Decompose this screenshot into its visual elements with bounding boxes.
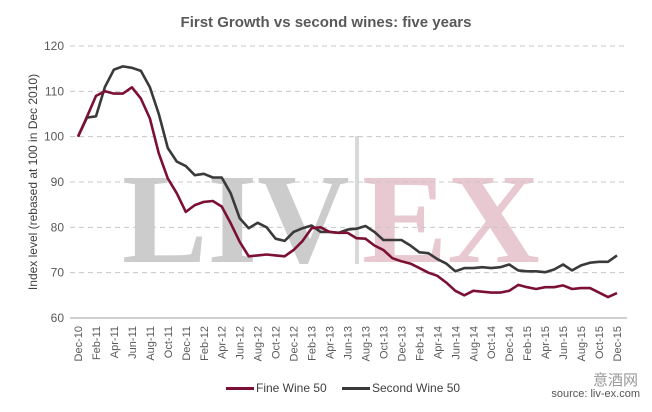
y-axis-label: Index level (rebased at 100 in Dec 2010) — [26, 74, 40, 290]
x-tick-label: Dec-10 — [73, 326, 85, 361]
x-tick-label: Dec-11 — [181, 326, 193, 361]
x-tick-label: Feb-11 — [91, 326, 103, 360]
x-tick-label: Apr-14 — [432, 326, 444, 359]
y-tick-label: 80 — [51, 220, 65, 234]
legend-label: Fine Wine 50 — [256, 381, 327, 395]
chart-title: First Growth vs second wines: five years — [180, 14, 472, 31]
legend-label: Second Wine 50 — [372, 381, 461, 395]
series-line-second-wine-50 — [76, 65, 618, 274]
x-tick-label: Aug-15 — [576, 326, 588, 361]
x-tick-label: Feb-14 — [414, 326, 426, 361]
x-tick-label: Feb-15 — [522, 326, 534, 361]
x-tick-label: Oct-11 — [163, 326, 175, 358]
x-tick-label: Aug-11 — [145, 326, 157, 361]
x-tick-label: Oct-12 — [271, 326, 283, 359]
legend-swatch — [342, 386, 370, 390]
legend-item-fine-wine: Fine Wine 50 — [226, 381, 327, 395]
x-tick-label: Jun-14 — [450, 326, 462, 360]
x-tick-label: Jun-11 — [127, 326, 139, 359]
x-tick-label: Oct-13 — [378, 326, 390, 359]
x-tick-label: Dec-14 — [504, 326, 516, 361]
x-tick-label: Jun-13 — [343, 326, 355, 360]
watermark-divider — [355, 136, 359, 264]
series-line-fine-wine-50 — [76, 86, 618, 299]
x-tick-label: Apr-12 — [217, 326, 229, 359]
legend-swatch — [226, 386, 254, 390]
x-tick-label: Aug-14 — [468, 326, 480, 361]
y-tick-label: 120 — [44, 39, 64, 53]
x-tick-label: Apr-11 — [109, 326, 121, 358]
x-tick-label: Dec-15 — [612, 326, 624, 361]
x-tick-label: Apr-13 — [325, 326, 337, 359]
site-watermark: 意酒网 — [592, 372, 638, 389]
watermark-logo-left: LIV — [122, 148, 350, 290]
x-tick-label: Feb-12 — [199, 326, 211, 361]
x-tick-label: Dec-13 — [396, 326, 408, 361]
x-tick-label: Apr-15 — [540, 326, 552, 359]
x-tick-label: Dec-12 — [289, 326, 301, 361]
legend-item-second-wine: Second Wine 50 — [342, 381, 460, 395]
x-tick-label: Jun-12 — [235, 326, 247, 360]
x-tick-label: Feb-13 — [307, 326, 319, 361]
y-tick-label: 90 — [51, 175, 65, 189]
y-tick-label: 60 — [51, 311, 65, 325]
x-tick-label: Oct-14 — [486, 326, 498, 359]
source-note: source: liv-ex.com — [551, 388, 640, 400]
x-tick-label: Aug-13 — [360, 326, 372, 361]
y-tick-label: 100 — [44, 130, 64, 144]
y-tick-label: 70 — [51, 266, 65, 280]
x-tick-label: Aug-12 — [253, 326, 265, 361]
y-tick-label: 110 — [45, 84, 64, 98]
x-tick-label: Jun-15 — [558, 326, 570, 360]
x-tick-label: Oct-15 — [594, 326, 606, 359]
